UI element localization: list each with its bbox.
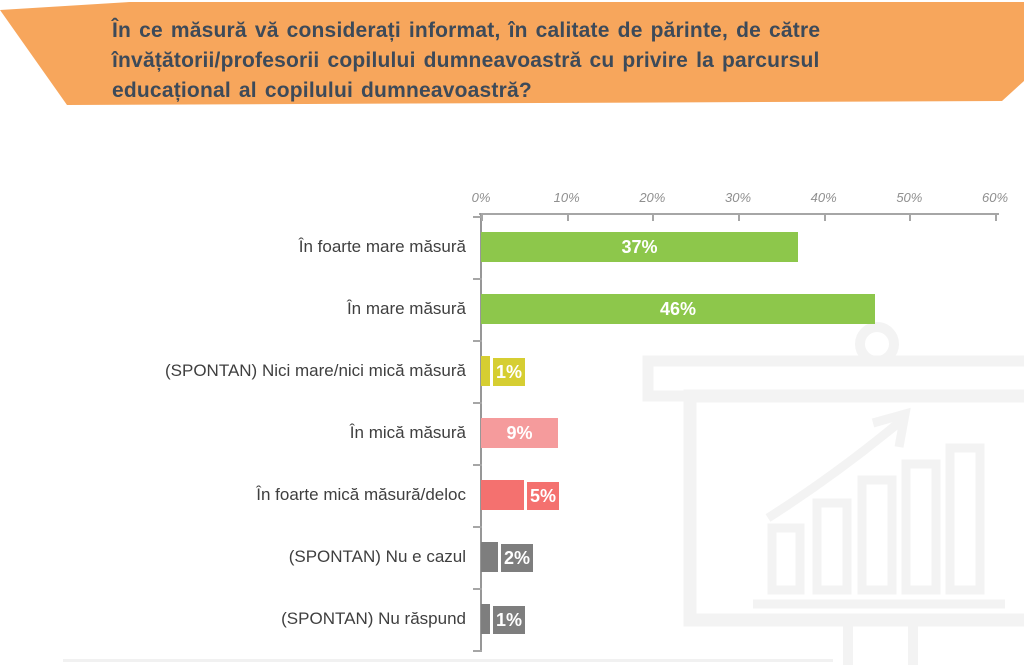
y-axis-tick: [473, 340, 482, 342]
bar: 46%: [481, 294, 875, 324]
y-axis-tick: [473, 464, 482, 466]
bar-row: În mică măsură 9%: [0, 418, 1024, 448]
bar-row: (SPONTAN) Nu e cazul 2%: [0, 542, 1024, 572]
question-line-3: educațional al copilului dumneavoastră?: [112, 79, 532, 102]
bar: 1%: [481, 356, 525, 386]
y-axis-tick: [473, 278, 482, 280]
x-axis-tick: [823, 213, 826, 221]
bar-value-label: 5%: [527, 482, 559, 510]
category-label: (SPONTAN) Nu răspund: [281, 609, 466, 628]
category-label: (SPONTAN) Nici mare/nici mică măsură: [164, 361, 466, 380]
bar: 5%: [481, 480, 559, 510]
bottom-divider: [63, 659, 833, 662]
x-axis-tick-label: 40%: [810, 190, 837, 205]
y-axis-tick: [473, 402, 482, 404]
y-axis-tick: [473, 588, 482, 590]
bar-value-label: 37%: [621, 237, 658, 257]
bar-value-label: 46%: [659, 299, 697, 319]
category-label: În mică măsură: [349, 423, 466, 442]
bar: 9%: [481, 418, 558, 448]
bar-row: În foarte mare măsură 37%: [0, 232, 1024, 262]
y-axis-tick: [473, 216, 482, 218]
bar: 2%: [481, 542, 533, 572]
bar: 37%: [481, 232, 798, 262]
question-line-1: În ce măsură vă considerați informat, în…: [112, 19, 821, 42]
x-axis-tick: [738, 213, 740, 221]
x-axis-tick-label: 0%: [471, 190, 491, 205]
bar-value-label: 2%: [501, 544, 533, 572]
bar-row: În foarte mică măsură/deloc 5%: [0, 480, 1024, 510]
y-axis-tick: [473, 650, 482, 652]
category-label: (SPONTAN) Nu e cazul: [288, 547, 466, 566]
x-axis-tick-label: 50%: [896, 190, 923, 205]
x-axis-tick-label: 30%: [724, 190, 752, 205]
bar-row: (SPONTAN) Nu răspund 1%: [0, 604, 1024, 634]
x-axis-tick-label: 60%: [981, 190, 1009, 205]
question-banner-shape: [0, 2, 1024, 105]
bar-row: (SPONTAN) Nici mare/nici mică măsură 1%: [0, 356, 1024, 386]
x-axis-tick: [481, 213, 483, 221]
question-title: În ce măsură vă considerați informat, în…: [112, 16, 932, 106]
bar-value-label: 9%: [506, 423, 533, 443]
bar-value-label: 1%: [493, 606, 525, 634]
category-label: În mare măsură: [346, 299, 466, 318]
bar: 1%: [481, 604, 525, 634]
x-axis-tick-label: 20%: [639, 190, 666, 205]
x-axis-tick: [652, 213, 655, 221]
x-axis-tick: [909, 213, 912, 221]
x-axis-tick: [566, 213, 569, 221]
bar-row: În mare măsură 46%: [0, 294, 1024, 324]
y-axis-tick: [473, 526, 482, 528]
x-axis-tick: [995, 213, 997, 221]
category-label: În foarte mare măsură: [298, 237, 466, 256]
category-label: În foarte mică măsură/deloc: [256, 485, 466, 504]
question-line-2: învățătorii/profesorii copilului dumneav…: [112, 49, 820, 72]
bar-value-label: 1%: [493, 358, 525, 386]
x-axis-tick-label: 10%: [553, 190, 580, 205]
